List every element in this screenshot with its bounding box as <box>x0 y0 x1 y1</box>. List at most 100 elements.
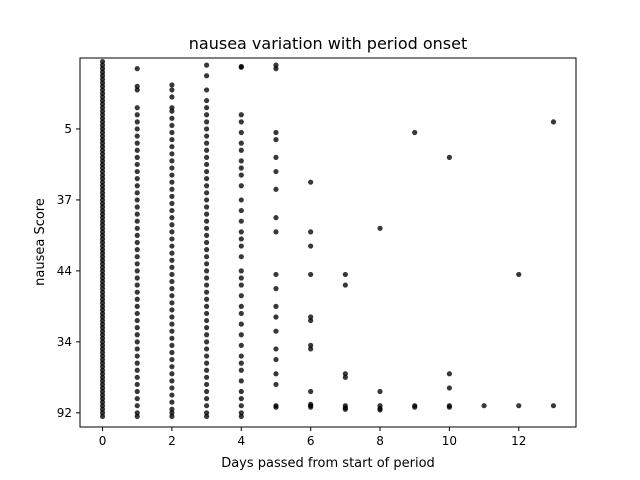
data-point <box>446 385 452 391</box>
data-point <box>273 271 279 278</box>
data-point <box>273 66 279 72</box>
data-point <box>342 282 348 288</box>
data-point <box>134 232 140 238</box>
data-point <box>169 250 175 256</box>
data-point <box>238 172 244 178</box>
data-point <box>134 289 140 295</box>
data-point <box>169 356 175 363</box>
data-point <box>134 317 140 324</box>
data-point <box>238 275 244 281</box>
data-point <box>169 144 175 150</box>
y-axis-label: nausea Score <box>33 198 48 286</box>
data-point <box>238 360 244 366</box>
data-point <box>204 346 210 352</box>
data-point <box>238 243 244 249</box>
plot-frame <box>79 57 577 428</box>
data-point <box>204 232 210 238</box>
data-point <box>169 307 175 313</box>
data-point <box>169 94 175 100</box>
data-point <box>169 399 175 405</box>
x-tick-label: 2 <box>168 434 176 448</box>
data-point <box>204 62 210 68</box>
data-point <box>134 119 140 125</box>
data-point <box>273 215 279 221</box>
y-tick-label: 92 <box>57 406 72 420</box>
data-point <box>134 211 140 217</box>
data-point <box>134 310 140 317</box>
data-point <box>238 254 244 260</box>
data-point <box>134 140 140 146</box>
data-point <box>204 176 210 182</box>
data-point <box>134 325 140 331</box>
data-point <box>204 296 210 302</box>
data-point <box>204 239 210 246</box>
data-point <box>238 282 244 288</box>
data-point <box>169 151 175 157</box>
data-point <box>169 158 175 164</box>
data-point <box>308 404 314 410</box>
x-axis-label: Days passed from start of period <box>221 456 435 471</box>
data-point <box>134 396 140 402</box>
data-point <box>99 413 106 419</box>
data-point <box>204 168 210 175</box>
data-point <box>204 353 210 359</box>
data-point <box>342 271 348 278</box>
data-point <box>169 82 175 88</box>
data-point <box>238 293 244 299</box>
data-point <box>204 254 210 260</box>
data-point <box>169 222 175 228</box>
data-point <box>204 388 210 395</box>
data-point <box>134 275 140 281</box>
data-point <box>204 367 210 373</box>
data-point <box>134 261 140 267</box>
data-point <box>169 392 175 398</box>
y-tick-label: 5 <box>64 122 72 136</box>
data-point <box>412 129 418 136</box>
data-point <box>169 108 175 114</box>
data-point <box>238 236 244 242</box>
data-point <box>273 286 279 292</box>
data-point <box>134 388 140 395</box>
data-point <box>308 346 314 352</box>
data-point <box>238 197 244 203</box>
data-point <box>204 289 210 295</box>
data-point <box>204 126 210 132</box>
data-point <box>273 137 279 143</box>
data-point <box>238 158 244 164</box>
data-point <box>238 388 244 395</box>
data-point <box>169 293 175 299</box>
data-point <box>134 218 140 224</box>
data-point <box>134 168 140 175</box>
data-point <box>273 186 279 192</box>
data-point <box>238 342 244 348</box>
data-point <box>204 396 210 402</box>
data-point <box>134 296 140 302</box>
data-point <box>204 211 210 217</box>
x-tick-label: 4 <box>237 434 245 448</box>
data-point <box>238 303 244 309</box>
y-tick-label: 34 <box>57 335 72 349</box>
data-point <box>169 371 175 377</box>
data-point <box>342 374 348 380</box>
data-point <box>516 403 522 409</box>
data-point <box>134 225 140 231</box>
data-point <box>134 268 140 274</box>
data-point <box>204 97 210 104</box>
data-point <box>204 147 210 153</box>
data-point <box>516 271 522 278</box>
data-point <box>134 374 140 380</box>
data-point <box>273 346 279 352</box>
data-point <box>134 381 140 388</box>
x-tick-label: 8 <box>376 434 384 448</box>
points-group <box>99 58 557 419</box>
data-point <box>238 332 244 338</box>
x-tick-label: 12 <box>511 434 526 448</box>
data-point <box>273 381 279 388</box>
data-point <box>204 87 210 93</box>
data-point <box>481 403 487 409</box>
data-point <box>169 264 175 270</box>
data-point <box>204 381 210 388</box>
data-point <box>238 378 244 384</box>
data-point <box>134 87 140 93</box>
data-point <box>204 112 210 118</box>
